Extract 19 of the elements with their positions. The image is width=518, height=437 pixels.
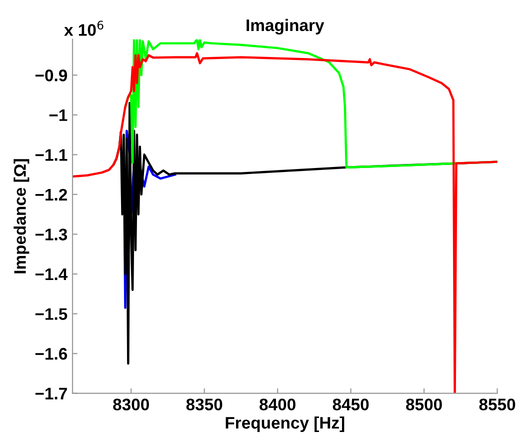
- text: x 10$^{6}$: [64, 20, 104, 36]
- y-tick-label: −1.6: [35, 348, 68, 360]
- x-tick-label: 8350: [186, 398, 222, 410]
- y-tick-label: −1.7: [35, 388, 67, 400]
- y-tick-label: −1.5: [35, 308, 68, 320]
- y-tick-label: −0.9: [35, 70, 68, 82]
- y-tick-label: −1: [49, 109, 68, 121]
- x-tick-label: 8300: [113, 398, 149, 410]
- y-tick-label: −1.1: [35, 149, 68, 161]
- x-tick-label: 8400: [260, 398, 296, 410]
- y-tick-label: −1.2: [35, 188, 67, 200]
- y-tick-label: −1.3: [35, 228, 68, 240]
- y-tick-label: −1.4: [35, 268, 68, 280]
- x-tick-label: 8450: [332, 398, 369, 410]
- x-tick-label: 8500: [406, 398, 442, 410]
- x-tick-label: 8550: [479, 398, 516, 410]
- y-axis-title: Impedance [Ω]: [14, 159, 30, 274]
- chart-title: Imaginary: [246, 18, 324, 35]
- x-axis-title: Frequency [Hz]: [226, 416, 344, 432]
